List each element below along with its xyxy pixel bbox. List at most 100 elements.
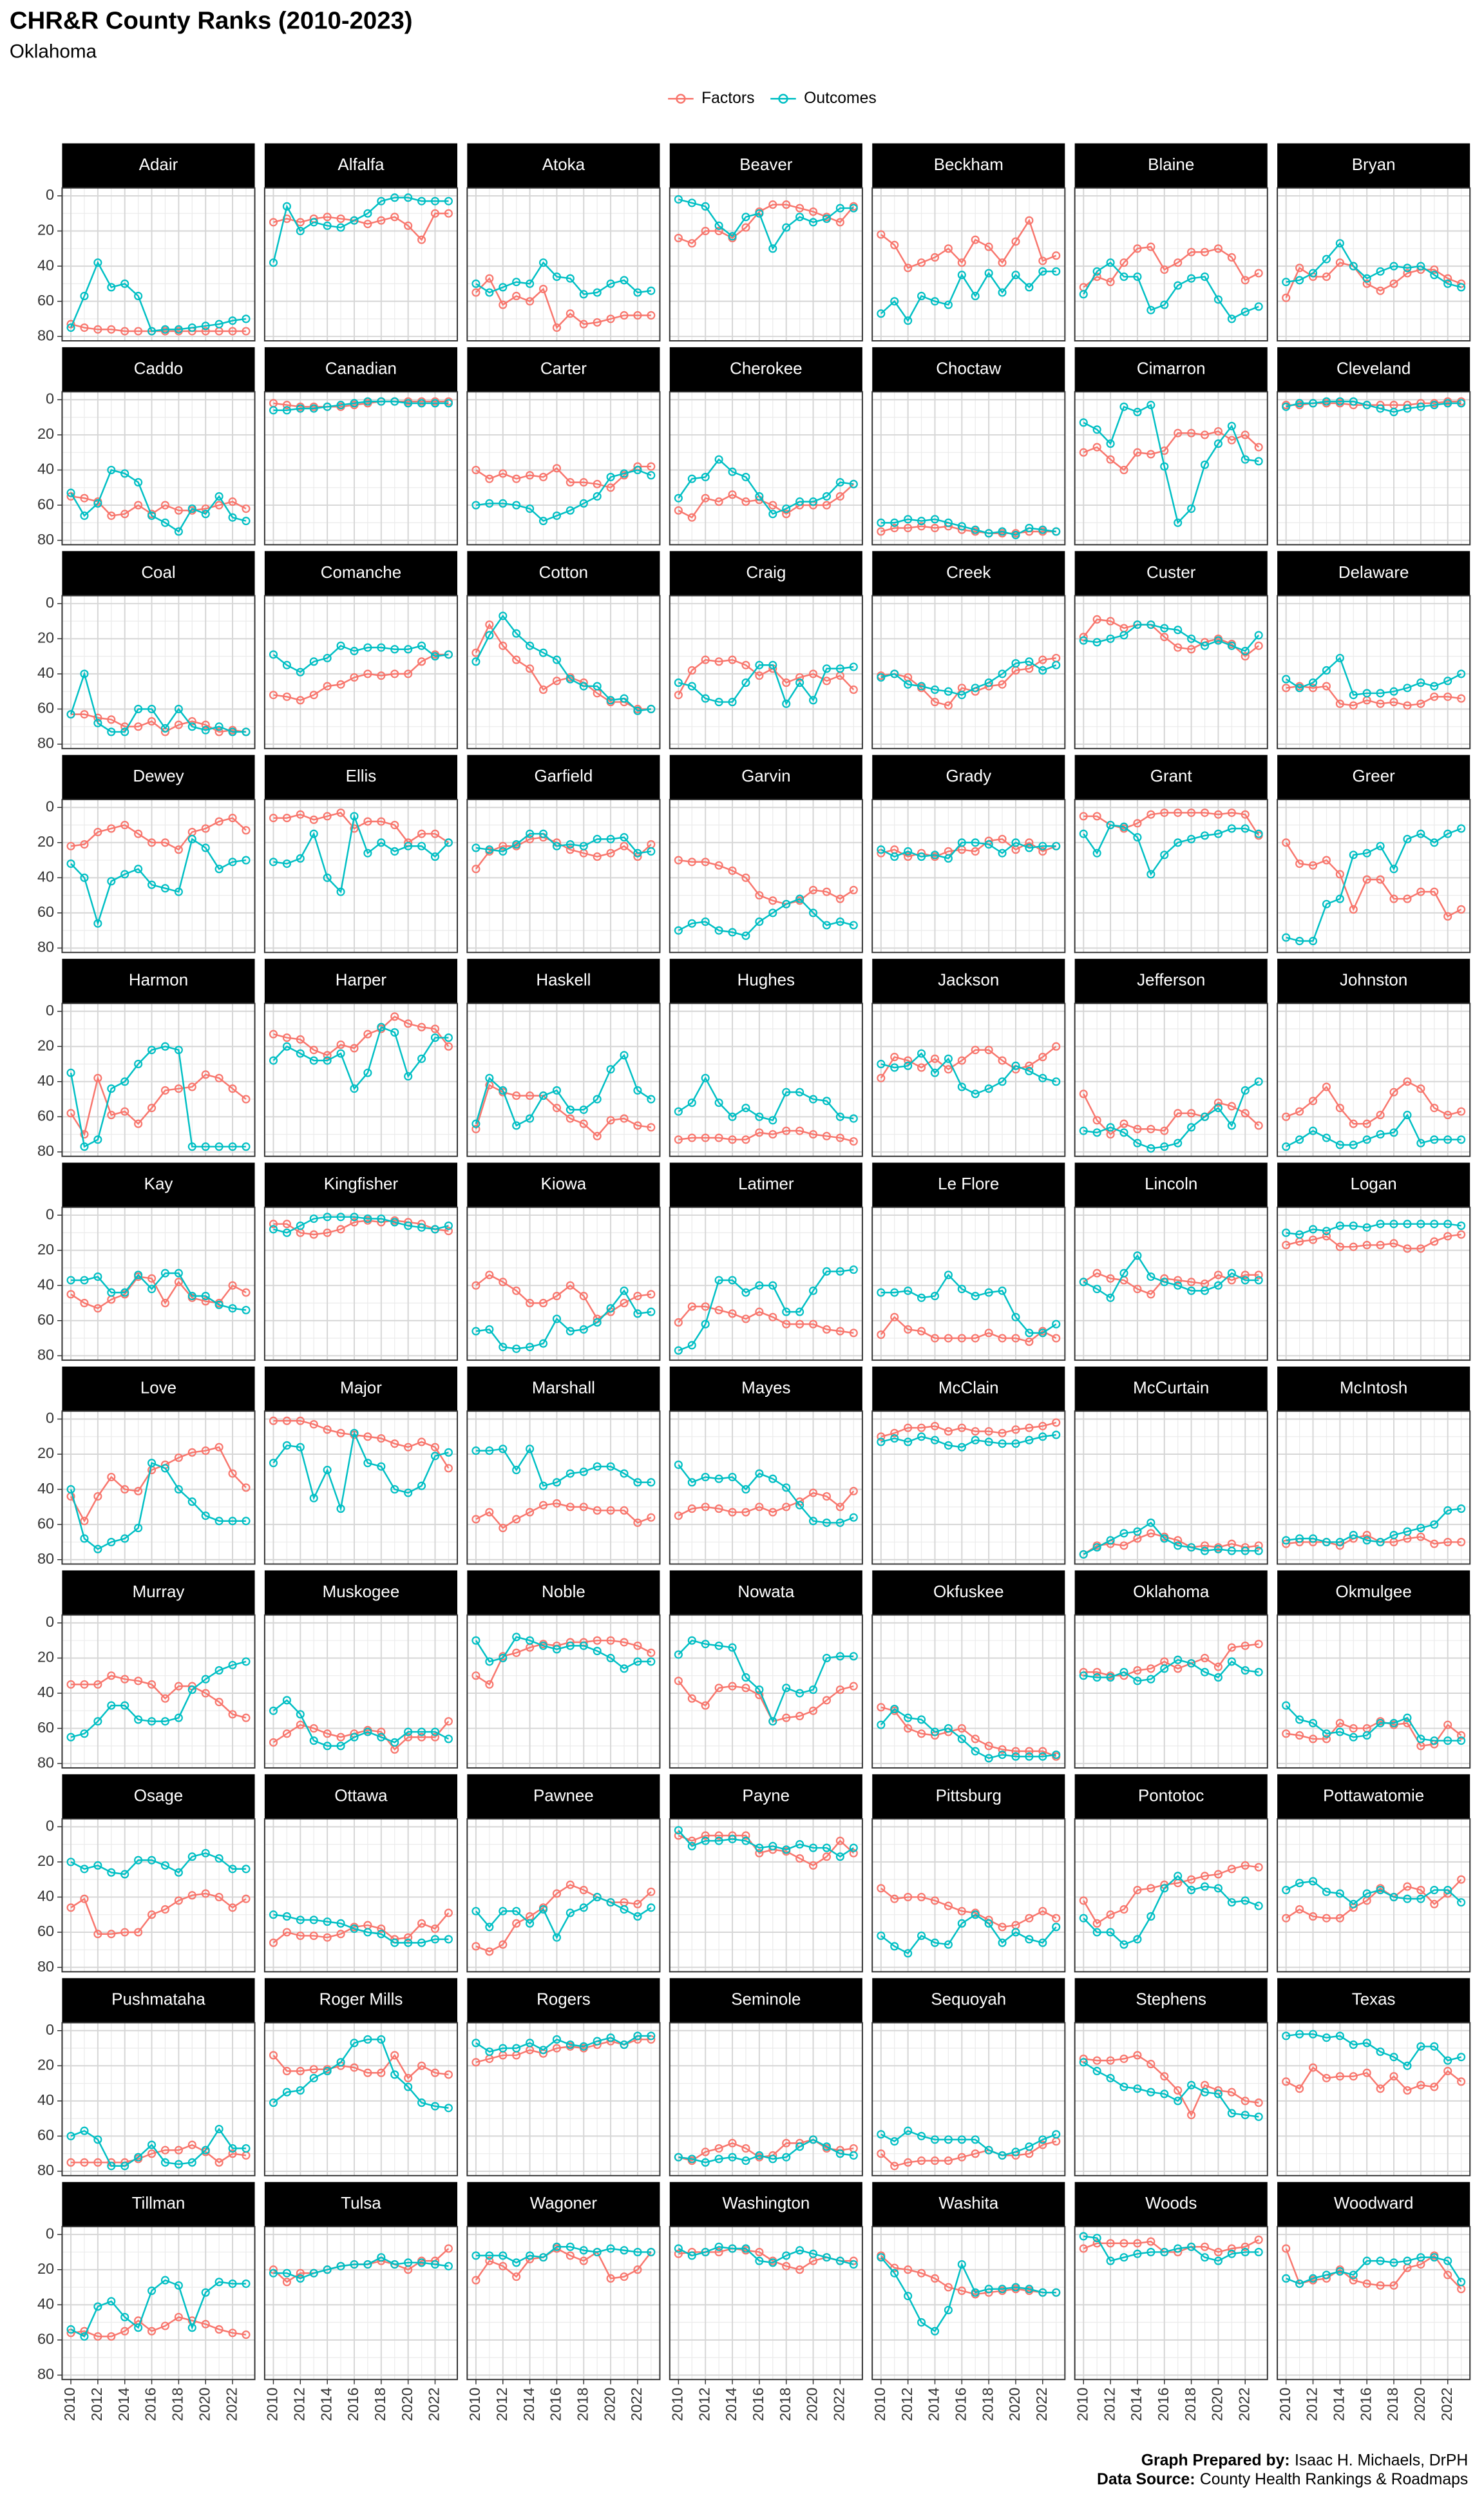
- point: [579, 1105, 588, 1114]
- point: [593, 479, 602, 488]
- point: [282, 859, 291, 869]
- point: [417, 1437, 426, 1446]
- point: [808, 1861, 818, 1870]
- point: [633, 1291, 642, 1301]
- point: [1038, 666, 1047, 675]
- point: [755, 1112, 764, 1121]
- strip: [467, 347, 660, 392]
- point: [701, 655, 710, 664]
- panel-title: Seminole: [731, 1991, 801, 2009]
- point: [242, 1142, 251, 1151]
- point: [430, 399, 440, 408]
- point: [160, 501, 170, 510]
- panel-border: [1074, 1410, 1268, 1565]
- point: [120, 1701, 129, 1710]
- point: [606, 314, 615, 323]
- point: [795, 2265, 804, 2274]
- series-line: [880, 1434, 1056, 1448]
- point: [1322, 1734, 1331, 1743]
- point: [1335, 2072, 1344, 2081]
- point: [1430, 1520, 1439, 1529]
- point: [174, 1896, 183, 1905]
- point: [242, 856, 251, 865]
- panel-border: [1277, 1614, 1471, 1769]
- point: [526, 641, 535, 650]
- point: [444, 2104, 453, 2113]
- panel-title: Osage: [134, 1787, 183, 1805]
- series-line: [880, 2254, 1056, 2296]
- point: [1389, 687, 1398, 696]
- point: [944, 300, 953, 309]
- strip: [264, 143, 458, 188]
- point: [269, 650, 278, 659]
- point: [471, 657, 480, 666]
- series-line: [678, 658, 855, 696]
- y-tick-label: 60: [37, 700, 54, 716]
- point: [242, 504, 251, 513]
- point: [728, 232, 737, 241]
- point: [755, 492, 764, 501]
- point: [390, 397, 399, 406]
- point: [822, 501, 832, 510]
- strip: [872, 1570, 1065, 1615]
- point: [808, 1130, 818, 1139]
- point: [1362, 875, 1371, 884]
- point: [890, 518, 899, 527]
- point: [1052, 251, 1061, 260]
- point: [323, 1228, 332, 1237]
- point: [1011, 659, 1020, 668]
- point: [134, 1059, 143, 1069]
- point: [849, 1513, 858, 1522]
- point: [160, 518, 170, 527]
- point: [566, 274, 575, 283]
- point: [417, 1022, 426, 1032]
- point: [201, 322, 210, 331]
- point: [944, 1054, 953, 1063]
- point: [66, 1276, 75, 1285]
- point: [1282, 1240, 1291, 1249]
- point: [309, 1420, 318, 1429]
- series-line: [880, 1707, 1056, 1760]
- point: [336, 1213, 345, 1222]
- point: [1227, 808, 1236, 817]
- point: [1295, 859, 1304, 869]
- panel-title: Harmon: [129, 972, 188, 990]
- point: [160, 2276, 170, 2285]
- point: [350, 1428, 359, 1437]
- series-line: [1083, 1521, 1259, 1555]
- panel: Logan: [1277, 1162, 1471, 1361]
- point: [998, 1439, 1007, 1448]
- point: [1174, 258, 1183, 267]
- point: [1403, 684, 1412, 693]
- point: [1106, 278, 1115, 287]
- point: [877, 1432, 886, 1441]
- point: [1119, 631, 1128, 640]
- point: [1322, 397, 1331, 406]
- point: [282, 1220, 291, 1229]
- point: [1376, 1220, 1385, 1229]
- point: [877, 1073, 886, 1082]
- panel-border: [466, 2225, 661, 2381]
- series-line: [475, 2035, 651, 2053]
- point: [890, 1053, 899, 1062]
- point: [606, 472, 615, 481]
- point: [1308, 1225, 1318, 1234]
- point: [147, 1856, 157, 1865]
- point: [606, 2244, 615, 2253]
- panel-title: Pittsburg: [936, 1787, 1002, 1805]
- y-tick-label: 60: [37, 1515, 54, 1531]
- panel-border: [1074, 798, 1268, 954]
- point: [714, 1133, 723, 1142]
- point: [782, 1088, 791, 1097]
- panel-title: Stephens: [1136, 1991, 1206, 2009]
- point: [1308, 399, 1318, 408]
- point: [1389, 279, 1398, 288]
- point: [147, 704, 157, 714]
- point: [512, 474, 521, 483]
- panel-border: [1074, 187, 1268, 342]
- x-tick-label: 2020: [1006, 2388, 1023, 2421]
- point: [647, 1903, 656, 1912]
- point: [1403, 834, 1412, 843]
- series-line: [272, 1720, 450, 1751]
- point: [174, 1713, 183, 1722]
